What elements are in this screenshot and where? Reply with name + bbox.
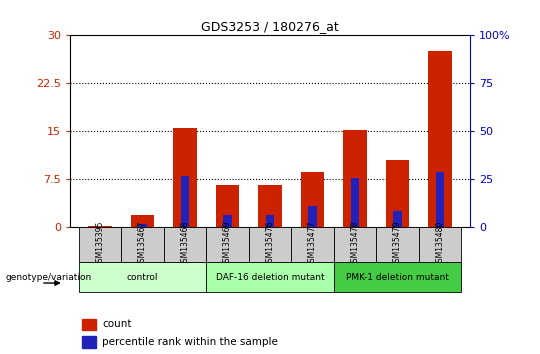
FancyBboxPatch shape [206,227,249,262]
Bar [216,185,239,227]
Text: GSM135476: GSM135476 [266,221,274,268]
Text: count: count [102,319,132,329]
Text: GSM135478: GSM135478 [350,221,360,267]
Text: GSM135480: GSM135480 [436,221,444,267]
Bar [386,160,409,227]
Text: GSM135395: GSM135395 [96,221,104,268]
FancyBboxPatch shape [164,227,206,262]
Bar [131,215,154,227]
Text: GSM135467: GSM135467 [138,221,147,268]
Bar [393,211,402,227]
Text: control: control [127,273,158,281]
Text: GSM135468: GSM135468 [180,221,190,267]
Text: PMK-1 deletion mutant: PMK-1 deletion mutant [346,273,449,281]
Bar [308,206,317,227]
FancyBboxPatch shape [121,227,164,262]
Bar [428,51,452,227]
Text: GSM135479: GSM135479 [393,221,402,268]
Bar [173,128,197,227]
Text: genotype/variation: genotype/variation [5,273,92,282]
Title: GDS3253 / 180276_at: GDS3253 / 180276_at [201,20,339,33]
Text: GSM135477: GSM135477 [308,221,317,268]
FancyBboxPatch shape [291,227,334,262]
Text: DAF-16 deletion mutant: DAF-16 deletion mutant [215,273,325,281]
Bar [223,215,232,227]
Bar [82,336,96,348]
FancyBboxPatch shape [206,262,334,292]
Bar [436,172,444,227]
Text: percentile rank within the sample: percentile rank within the sample [102,337,278,347]
Text: GSM135469: GSM135469 [223,221,232,268]
Bar [266,215,274,227]
Bar [181,176,189,227]
Bar [138,224,147,227]
FancyBboxPatch shape [334,262,461,292]
FancyBboxPatch shape [79,227,121,262]
Bar [301,172,324,227]
Bar [258,185,282,227]
Bar [82,319,96,330]
Bar [351,178,359,227]
FancyBboxPatch shape [376,227,419,262]
FancyBboxPatch shape [419,227,461,262]
FancyBboxPatch shape [79,262,206,292]
FancyBboxPatch shape [249,227,291,262]
FancyBboxPatch shape [334,227,376,262]
Bar [343,130,367,227]
